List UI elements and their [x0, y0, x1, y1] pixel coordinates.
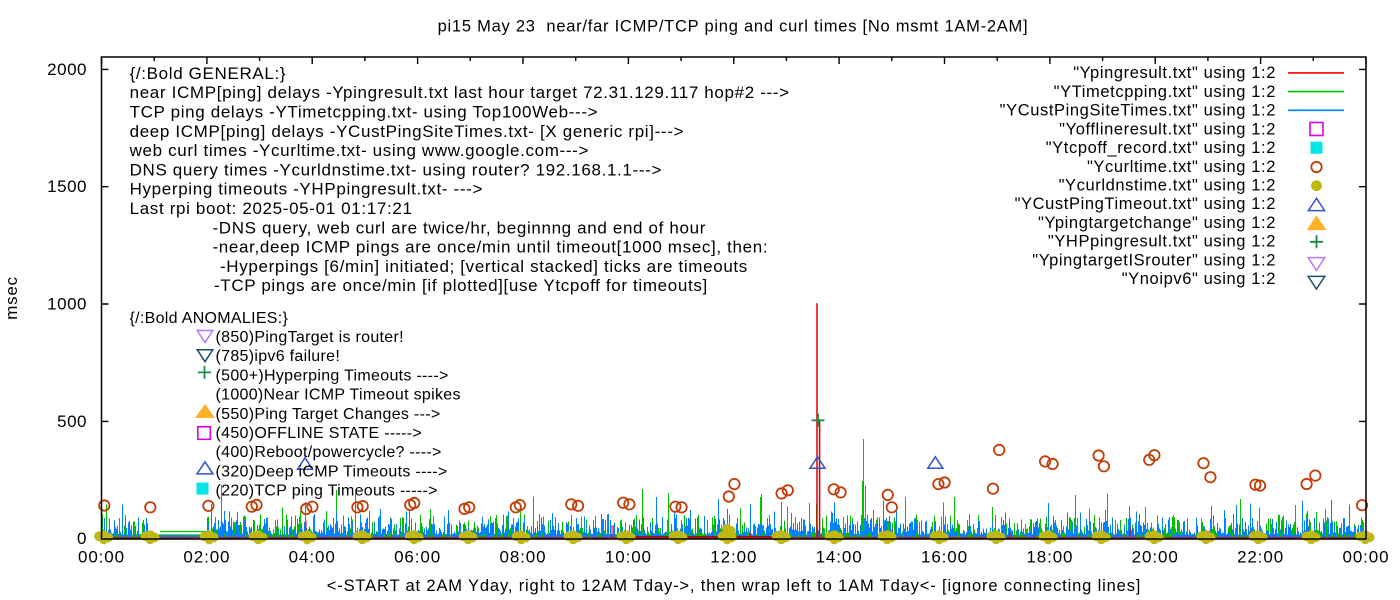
svg-text:"YHPpingresult.txt" using 1:2: "YHPpingresult.txt" using 1:2: [1048, 233, 1276, 251]
svg-text:DNS query times -Ycurldnstime.: DNS query times -Ycurldnstime.txt- using…: [130, 160, 662, 179]
svg-text:"Yofflineresult.txt" using 1:2: "Yofflineresult.txt" using 1:2: [1059, 120, 1276, 138]
svg-text:"YpingtargetISrouter" using 1:: "YpingtargetISrouter" using 1:2: [1032, 251, 1276, 269]
svg-text:"Ycurldnstime.txt" using 1:2: "Ycurldnstime.txt" using 1:2: [1059, 177, 1276, 195]
svg-text:(500+)Hyperping Timeouts ---->: (500+)Hyperping Timeouts ---->: [216, 367, 449, 384]
svg-text:0: 0: [77, 529, 87, 548]
svg-text:14:00: 14:00: [816, 548, 863, 567]
svg-text:22:00: 22:00: [1237, 548, 1284, 567]
svg-text:1500: 1500: [47, 177, 87, 196]
svg-text:00:00: 00:00: [1342, 548, 1389, 567]
svg-text:deep ICMP[ping] delays -YCustP: deep ICMP[ping] delays -YCustPingSiteTim…: [130, 122, 685, 141]
svg-text:(400)Reboot/powercycle? ---->: (400)Reboot/powercycle? ---->: [216, 444, 442, 461]
svg-text:-DNS query, web curl are twice: -DNS query, web curl are twice/hr, begin…: [213, 218, 707, 237]
svg-text:-near,deep ICMP pings are once: -near,deep ICMP pings are once/min until…: [213, 238, 769, 257]
svg-text:"Ypingtargetchange" using 1:2: "Ypingtargetchange" using 1:2: [1038, 214, 1276, 232]
svg-text:"Ycurltime.txt" using 1:2: "Ycurltime.txt" using 1:2: [1087, 158, 1276, 176]
svg-text:00:00: 00:00: [78, 548, 125, 567]
svg-text:-Hyperpings [6/min] initiated;: -Hyperpings [6/min] initiated; [vertical…: [220, 257, 748, 276]
svg-text:18:00: 18:00: [1026, 548, 1073, 567]
svg-text:"YTimetcpping.txt" using 1:2: "YTimetcpping.txt" using 1:2: [1054, 83, 1276, 101]
svg-text:2000: 2000: [47, 60, 87, 79]
svg-text:1000: 1000: [47, 295, 87, 314]
svg-text:(220)TCP ping Timeouts ----->: (220)TCP ping Timeouts ----->: [216, 483, 438, 500]
svg-text:"Ytcpoff_record.txt" using 1:2: "Ytcpoff_record.txt" using 1:2: [1046, 139, 1276, 157]
svg-text:(785)ipv6 failure!: (785)ipv6 failure!: [216, 348, 341, 365]
svg-text:(550)Ping Target Changes --->: (550)Ping Target Changes --->: [216, 406, 441, 423]
svg-text:(1000)Near ICMP Timeout spikes: (1000)Near ICMP Timeout spikes: [216, 387, 461, 404]
svg-text:06:00: 06:00: [394, 548, 441, 567]
svg-text:(450)OFFLINE STATE ----->: (450)OFFLINE STATE ----->: [216, 425, 422, 442]
svg-text:10:00: 10:00: [605, 548, 652, 567]
svg-text:08:00: 08:00: [499, 548, 546, 567]
svg-text:<-START at 2AM Yday, right to: <-START at 2AM Yday, right to 12AM Tday-…: [327, 577, 1141, 595]
svg-text:msec: msec: [2, 276, 21, 319]
svg-text:04:00: 04:00: [289, 548, 336, 567]
svg-text:TCP ping delays -YTimetcpping.: TCP ping delays -YTimetcpping.txt- using…: [130, 103, 599, 122]
svg-text:12:00: 12:00: [710, 548, 757, 567]
svg-text:"Ynoipv6" using 1:2: "Ynoipv6" using 1:2: [1122, 270, 1276, 288]
svg-text:-TCP pings are once/min [if pl: -TCP pings are once/min [if plotted][use…: [214, 276, 708, 295]
svg-text:pi15 May 23 near/far ICMP/TCP: pi15 May 23 near/far ICMP/TCP ping and c…: [438, 18, 1029, 36]
svg-text:02:00: 02:00: [183, 548, 230, 567]
svg-text:20:00: 20:00: [1132, 548, 1179, 567]
svg-text:{/:Bold GENERAL:}: {/:Bold GENERAL:}: [130, 64, 287, 83]
svg-text:500: 500: [57, 412, 87, 431]
svg-text:web curl times -Ycurltime.txt-: web curl times -Ycurltime.txt- using www…: [129, 141, 589, 160]
svg-text:Hyperping timeouts -YHPpingres: Hyperping timeouts -YHPpingresult.txt- -…: [130, 180, 483, 199]
svg-text:{/:Bold ANOMALIES:}: {/:Bold ANOMALIES:}: [130, 310, 289, 327]
svg-text:(850)PingTarget is router!: (850)PingTarget is router!: [216, 329, 404, 346]
svg-text:Last rpi boot: 2025-05-01 01:1: Last rpi boot: 2025-05-01 01:17:21: [130, 199, 413, 218]
svg-text:16:00: 16:00: [921, 548, 968, 567]
svg-text:"YCustPingTimeout.txt" using 1: "YCustPingTimeout.txt" using 1:2: [1015, 195, 1276, 213]
svg-text:"YCustPingSiteTimes.txt" using: "YCustPingSiteTimes.txt" using 1:2: [1000, 102, 1276, 120]
svg-text:(320)Deep iCMP Timeouts ---->: (320)Deep iCMP Timeouts ---->: [216, 463, 448, 480]
svg-text:near ICMP[ping] delays -Ypingr: near ICMP[ping] delays -Ypingresult.txt …: [130, 83, 790, 102]
svg-text:"Ypingresult.txt" using 1:2: "Ypingresult.txt" using 1:2: [1073, 64, 1276, 82]
